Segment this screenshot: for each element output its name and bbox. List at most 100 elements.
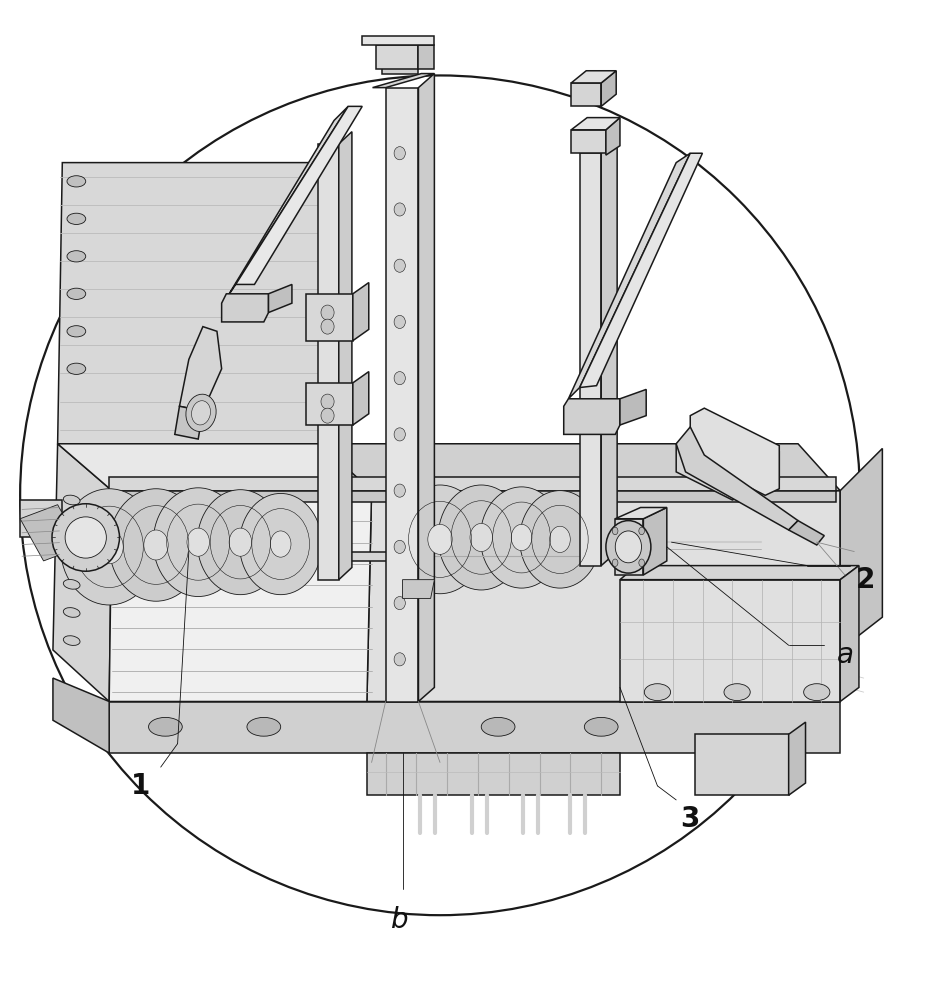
Polygon shape: [580, 153, 702, 388]
Polygon shape: [109, 702, 840, 753]
Ellipse shape: [63, 495, 80, 505]
Polygon shape: [20, 505, 81, 561]
Polygon shape: [352, 283, 368, 341]
Ellipse shape: [520, 491, 601, 588]
Polygon shape: [57, 444, 371, 491]
Ellipse shape: [394, 372, 405, 385]
Polygon shape: [306, 383, 352, 425]
Ellipse shape: [149, 717, 182, 736]
Ellipse shape: [644, 684, 670, 701]
Polygon shape: [338, 132, 352, 580]
Polygon shape: [602, 71, 617, 106]
Ellipse shape: [63, 551, 80, 561]
Polygon shape: [572, 83, 602, 106]
Polygon shape: [695, 734, 789, 795]
Ellipse shape: [438, 485, 525, 590]
Polygon shape: [367, 491, 840, 702]
Polygon shape: [175, 406, 203, 439]
Ellipse shape: [804, 684, 830, 701]
Ellipse shape: [67, 213, 86, 224]
Polygon shape: [320, 444, 840, 491]
Polygon shape: [352, 372, 368, 425]
Ellipse shape: [63, 636, 80, 645]
Ellipse shape: [186, 394, 216, 431]
Ellipse shape: [321, 408, 334, 423]
Ellipse shape: [67, 288, 86, 299]
Polygon shape: [840, 566, 859, 702]
Polygon shape: [620, 580, 840, 702]
Ellipse shape: [394, 203, 405, 216]
Ellipse shape: [63, 608, 80, 617]
Ellipse shape: [550, 526, 571, 552]
Ellipse shape: [394, 653, 405, 666]
Ellipse shape: [394, 147, 405, 160]
Polygon shape: [306, 294, 352, 341]
Ellipse shape: [395, 485, 485, 594]
Polygon shape: [564, 399, 620, 434]
Polygon shape: [418, 74, 434, 702]
Polygon shape: [620, 389, 646, 425]
Ellipse shape: [247, 717, 281, 736]
Ellipse shape: [639, 527, 645, 535]
Polygon shape: [222, 294, 269, 322]
Ellipse shape: [428, 524, 452, 554]
Text: 3: 3: [681, 805, 700, 833]
Polygon shape: [789, 521, 824, 545]
Polygon shape: [269, 284, 292, 313]
Polygon shape: [418, 45, 434, 69]
Polygon shape: [372, 74, 434, 88]
Polygon shape: [227, 106, 348, 298]
Ellipse shape: [95, 530, 123, 564]
Ellipse shape: [321, 305, 334, 320]
Text: 1: 1: [131, 772, 149, 800]
Polygon shape: [606, 118, 620, 155]
Ellipse shape: [511, 524, 532, 551]
Polygon shape: [751, 451, 779, 491]
Text: b: b: [391, 906, 409, 934]
Ellipse shape: [481, 717, 515, 736]
Ellipse shape: [63, 580, 80, 589]
Polygon shape: [382, 67, 418, 74]
Ellipse shape: [67, 176, 86, 187]
Ellipse shape: [639, 559, 645, 567]
Polygon shape: [53, 678, 109, 753]
Ellipse shape: [321, 394, 334, 409]
Ellipse shape: [109, 489, 203, 601]
Ellipse shape: [612, 559, 618, 567]
Ellipse shape: [187, 528, 210, 556]
Polygon shape: [840, 448, 883, 650]
Ellipse shape: [192, 401, 211, 425]
Ellipse shape: [197, 490, 284, 595]
Polygon shape: [367, 753, 620, 795]
Ellipse shape: [470, 523, 493, 552]
Text: a: a: [837, 641, 854, 669]
Ellipse shape: [394, 484, 405, 497]
Polygon shape: [616, 519, 643, 575]
Circle shape: [52, 504, 119, 571]
Polygon shape: [676, 427, 798, 530]
Polygon shape: [643, 507, 666, 575]
Ellipse shape: [616, 531, 641, 563]
Polygon shape: [789, 722, 806, 795]
Ellipse shape: [394, 315, 405, 328]
Ellipse shape: [240, 493, 321, 595]
Ellipse shape: [394, 259, 405, 272]
Polygon shape: [318, 144, 338, 580]
Polygon shape: [676, 436, 751, 500]
Polygon shape: [569, 153, 690, 399]
Ellipse shape: [67, 251, 86, 262]
Polygon shape: [109, 491, 836, 502]
Ellipse shape: [612, 527, 618, 535]
Polygon shape: [376, 45, 418, 69]
Polygon shape: [385, 88, 418, 702]
Polygon shape: [402, 580, 434, 598]
Polygon shape: [572, 118, 620, 130]
Polygon shape: [690, 408, 779, 495]
Ellipse shape: [67, 326, 86, 337]
Polygon shape: [57, 163, 324, 444]
Polygon shape: [53, 444, 112, 702]
Text: 2: 2: [855, 566, 875, 594]
Ellipse shape: [67, 363, 86, 374]
Ellipse shape: [321, 319, 334, 334]
Ellipse shape: [144, 530, 168, 560]
